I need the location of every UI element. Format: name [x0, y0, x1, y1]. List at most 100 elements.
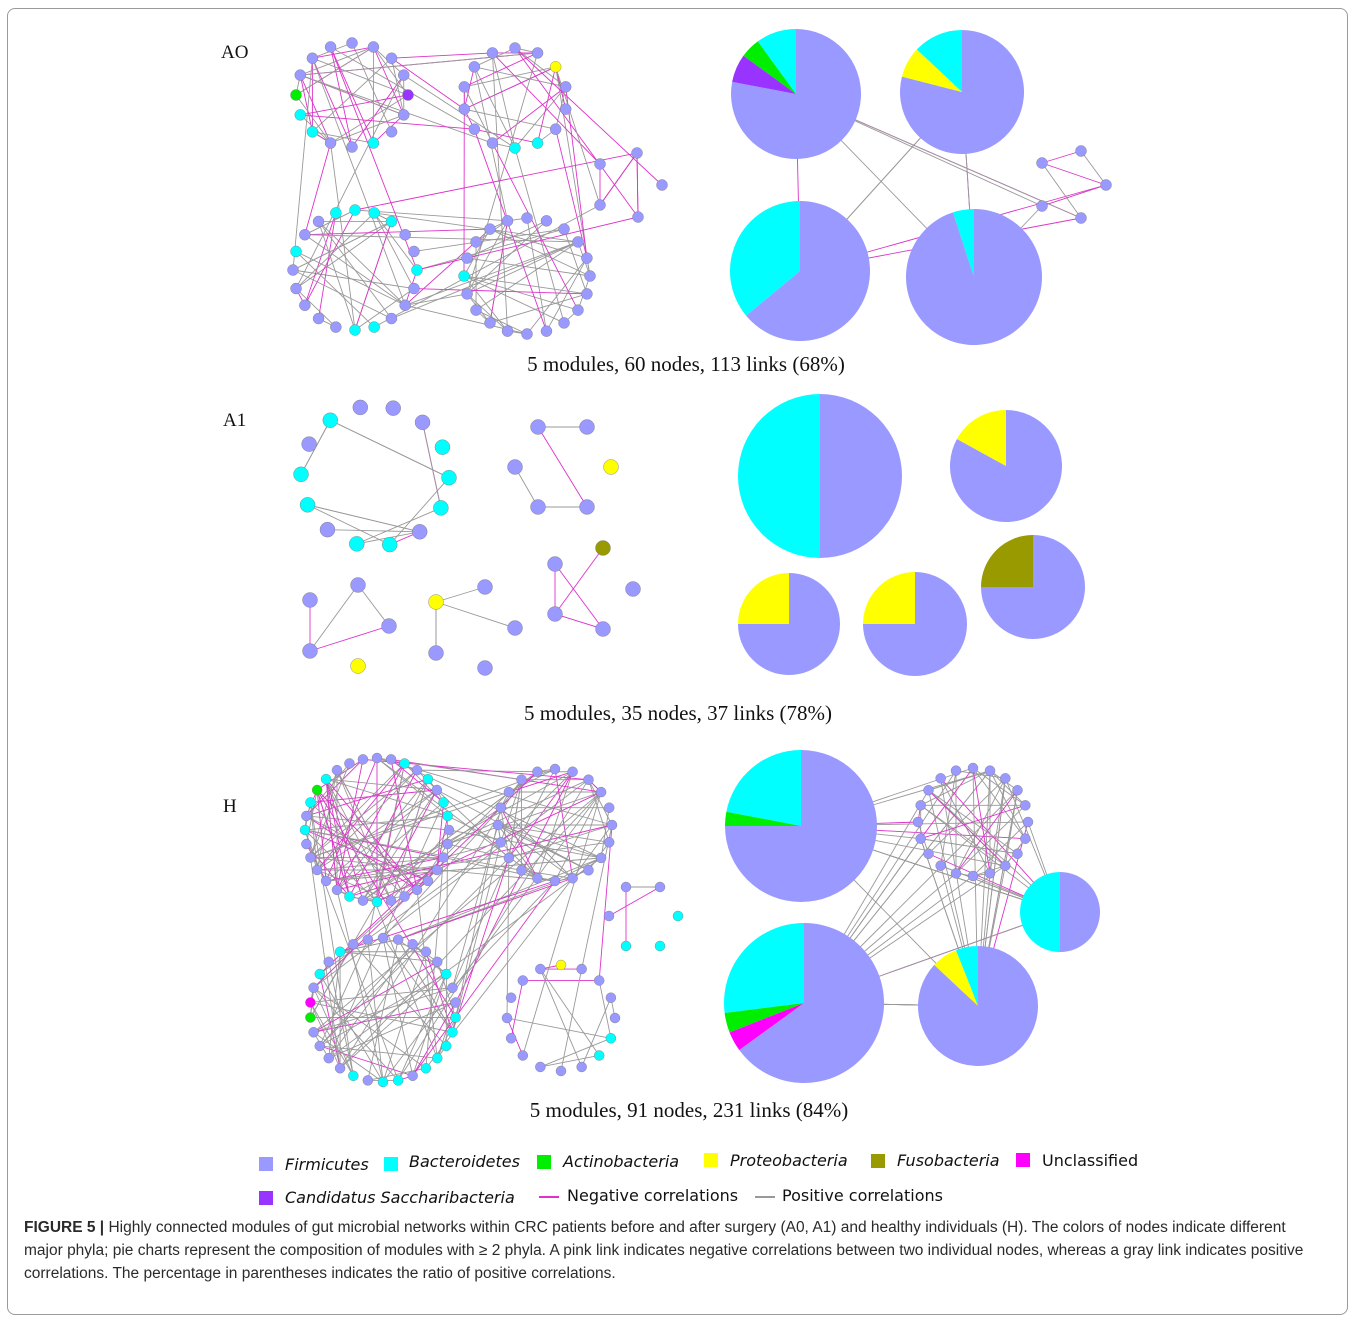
positive-link	[326, 841, 610, 882]
legend-label-proteobacteria: Proteobacteria	[730, 1151, 848, 1170]
network-node	[567, 873, 578, 884]
network-node	[555, 959, 567, 971]
positive-link	[416, 769, 538, 773]
network-node	[294, 69, 306, 81]
network-node	[567, 766, 578, 777]
network-node	[357, 754, 369, 765]
network-node	[1075, 145, 1087, 157]
negative-link	[554, 563, 604, 630]
pie-slice	[1020, 872, 1060, 952]
network-node	[1022, 816, 1034, 828]
network-node	[594, 199, 606, 211]
network-node	[923, 848, 934, 859]
network-node	[632, 211, 644, 223]
pie-slice	[739, 923, 885, 1083]
network-node	[604, 802, 615, 813]
positive-link	[581, 997, 612, 1068]
positive-link	[436, 789, 510, 859]
legend-label-negative: Negative correlations	[567, 1186, 738, 1205]
network-node	[431, 864, 443, 876]
negative-link	[391, 52, 493, 59]
positive-link	[448, 829, 602, 859]
network-node	[503, 852, 515, 864]
positive-link	[467, 257, 591, 277]
network-node	[631, 147, 643, 159]
positive-link	[382, 937, 453, 1033]
network-node	[308, 982, 319, 993]
negative-link	[1041, 150, 1082, 164]
negative-link	[306, 778, 429, 817]
network-node	[531, 137, 544, 149]
positive-link	[300, 46, 374, 76]
positive-link	[376, 757, 448, 817]
positive-link	[555, 66, 591, 277]
network-node	[324, 41, 337, 53]
network-node	[381, 618, 397, 634]
positive-link	[382, 951, 427, 1083]
network-node	[392, 1075, 404, 1086]
positive-link	[1004, 790, 1018, 866]
positive-link	[310, 791, 510, 858]
network-node	[1012, 848, 1023, 859]
negative-link	[436, 815, 449, 871]
positive-link	[506, 857, 510, 1019]
network-node	[399, 229, 411, 241]
network-node	[402, 89, 414, 101]
pie-slice	[746, 201, 870, 341]
positive-link	[598, 980, 612, 1039]
negative-link	[351, 74, 405, 148]
network-node	[422, 773, 434, 785]
network-node	[967, 762, 979, 774]
panel-label-a0: AO	[221, 42, 248, 63]
positive-link	[1041, 162, 1082, 219]
network-node	[492, 819, 504, 831]
network-node	[581, 252, 593, 264]
network-node	[576, 1061, 587, 1073]
figure-5: AO A1 H 5 modules, 60 nodes, 113 links (…	[221, 29, 1138, 1207]
pie-slice	[738, 394, 820, 558]
network-node	[549, 123, 562, 135]
network-node	[398, 109, 410, 121]
pie-slice	[934, 950, 978, 1006]
network-node	[654, 940, 666, 952]
network-node	[486, 47, 499, 59]
positive-link	[540, 1037, 612, 1068]
network-node	[603, 910, 615, 922]
negative-link	[608, 886, 661, 917]
legend-label-positive: Positive correlations	[782, 1186, 943, 1205]
network-node	[385, 895, 397, 906]
negative-link	[554, 613, 604, 630]
pie-slice	[906, 209, 1043, 346]
positive-link	[354, 209, 508, 222]
negative-link	[473, 129, 547, 332]
pie-slice	[863, 572, 915, 624]
negative-link	[554, 547, 604, 615]
negative-link	[451, 857, 510, 1033]
network-node	[344, 758, 355, 769]
pie-slice	[738, 573, 789, 624]
positive-link	[313, 791, 602, 1033]
network-node	[1100, 179, 1112, 191]
positive-link	[489, 228, 591, 277]
network-node	[547, 606, 563, 622]
negative-link	[312, 46, 374, 59]
positive-link	[435, 586, 486, 603]
positive-link	[445, 815, 449, 1047]
positive-link	[390, 778, 429, 901]
negative-link	[412, 1002, 456, 1077]
network-node	[428, 594, 444, 610]
positive-link	[391, 241, 579, 319]
negative-link	[598, 824, 613, 981]
network-node	[579, 499, 595, 515]
negative-link	[920, 804, 1026, 840]
positive-link	[466, 220, 508, 295]
positive-link	[989, 778, 1006, 874]
network-node	[595, 621, 611, 637]
network-node	[290, 89, 302, 101]
positive-link	[373, 46, 409, 96]
network-node	[305, 997, 316, 1008]
network-node	[311, 784, 323, 796]
network-node	[319, 521, 336, 538]
positive-link	[318, 221, 356, 331]
negative-link	[537, 66, 557, 144]
